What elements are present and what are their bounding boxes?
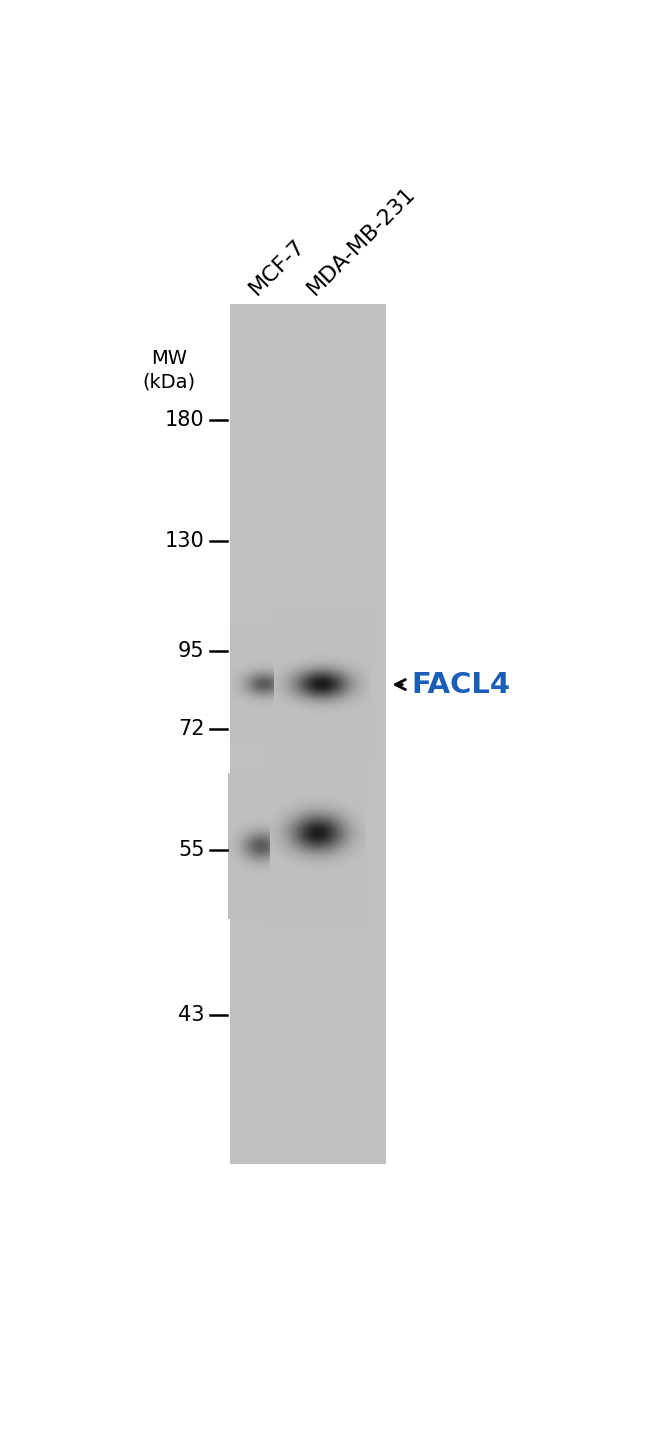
Text: 55: 55 [178, 841, 205, 861]
Text: 180: 180 [165, 410, 205, 430]
Text: 72: 72 [178, 719, 205, 739]
Text: MDA-MB-231: MDA-MB-231 [304, 183, 419, 299]
Text: 95: 95 [178, 642, 205, 662]
Text: 130: 130 [165, 531, 205, 551]
Text: MW
(kDa): MW (kDa) [143, 349, 196, 391]
Text: FACL4: FACL4 [411, 670, 510, 699]
Bar [230, 304, 386, 1164]
Text: 43: 43 [178, 1005, 205, 1025]
Text: MCF-7: MCF-7 [246, 235, 309, 299]
